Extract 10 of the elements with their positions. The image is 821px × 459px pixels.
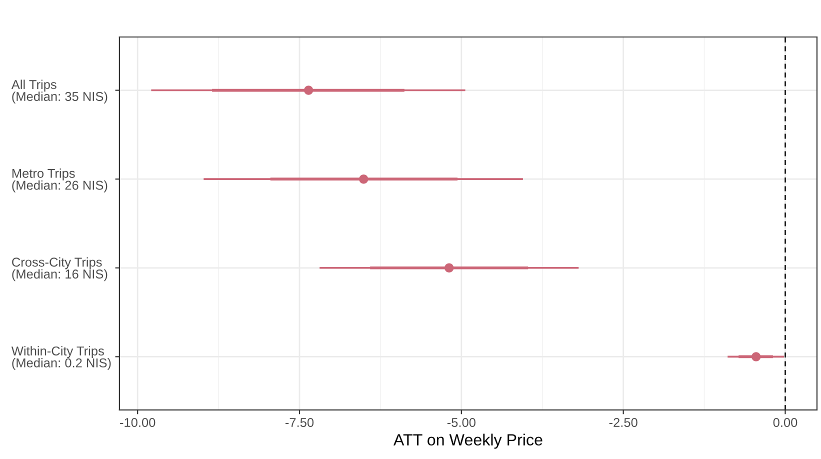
x-tick-label: -7.50	[286, 418, 314, 428]
x-tick-label: -10.00	[120, 418, 156, 428]
x-tick-label: -2.50	[609, 418, 638, 428]
y-tick-label: Metro Trips (Median: 26 NIS)	[12, 168, 108, 192]
x-tick-label: -5.00	[447, 418, 476, 428]
y-tick-label: All Trips (Median: 35 NIS)	[11, 80, 108, 104]
y-tick-label: Cross-City Trips (Median: 16 NIS)	[12, 257, 108, 282]
x-axis-title: ATT on Weekly Price	[393, 434, 542, 449]
x-tick-label: 0.00	[773, 418, 798, 428]
y-tick-label: Within-City Trips (Median: 0.2 NIS)	[11, 346, 111, 370]
